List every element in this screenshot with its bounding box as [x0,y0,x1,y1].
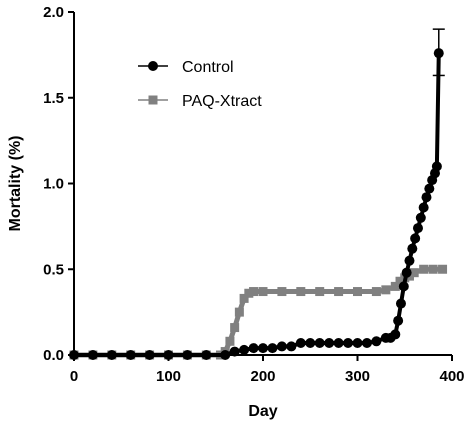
control-point [248,343,259,354]
control-point [421,192,432,203]
paq-xtract-point [239,293,249,303]
legend-control-marker [148,61,158,71]
control-point [415,212,426,223]
paq-xtract-point [277,287,287,297]
x-tick-label: 200 [250,368,275,385]
paq-xtract-point [296,287,306,297]
y-tick-label: 0.0 [43,347,64,364]
paq-xtract-point [395,276,405,286]
x-axis-title: Day [248,403,277,420]
control-point [393,315,404,326]
control-point [239,344,250,355]
control-point [412,223,423,234]
control-point [267,343,278,354]
legend-entry-paq-xtract: PAQ-Xtract [138,93,262,110]
control-point [433,48,444,59]
paq-xtract-point [419,264,429,274]
control-point [395,298,406,309]
legend-paq-xtract-label: PAQ-Xtract [182,93,262,110]
x-ticks: 0 100 200 300 400 [70,355,465,385]
legend-entry-control: Control [138,59,234,76]
x-tick-label: 0 [70,368,78,385]
control-point [401,267,412,278]
paq-xtract-point [258,287,268,297]
control-point [390,329,401,340]
control-point [361,337,372,348]
paq-xtract-point [353,287,362,297]
y-ticks: 0.0 0.5 1.0 1.5 2.0 [43,4,74,364]
control-point [324,337,335,348]
series-paq-xtract [69,264,448,360]
control-point [314,337,325,348]
control-point [276,341,287,352]
x-tick-label: 400 [439,368,464,385]
paq-xtract-point [381,285,391,295]
paq-xtract-point [230,323,240,333]
y-axis-title: Mortality (%) [7,136,24,232]
x-tick-label: 300 [345,368,370,385]
paq-xtract-point [438,264,448,274]
paq-xtract-point [244,288,254,298]
y-tick-label: 1.0 [43,176,64,193]
paq-xtract-point [225,336,235,346]
control-point [424,183,435,194]
control-point [404,255,415,266]
control-point [398,281,409,292]
control-point [258,343,268,354]
paq-xtract-point [371,287,381,297]
control-point [343,337,354,348]
control-point [286,341,297,352]
control-point [407,243,418,254]
paq-xtract-point [249,287,259,297]
control-point [431,161,442,172]
paq-xtract-point [334,287,344,297]
paq-xtract-point [390,281,400,291]
y-tick-label: 0.5 [43,261,64,278]
x-tick-label: 100 [156,368,181,385]
legend: Control PAQ-Xtract [138,59,262,110]
y-tick-label: 2.0 [43,4,64,21]
y-tick-label: 1.5 [43,90,64,107]
control-point [305,337,316,348]
control-point [295,337,306,348]
paq-xtract-point [315,287,325,297]
legend-control-label: Control [182,59,234,76]
control-point [410,233,421,244]
control-point [352,337,363,348]
control-point [333,337,344,348]
paq-xtract-point [428,264,438,274]
control-point [371,336,382,347]
control-point [418,202,429,213]
paq-xtract-point [234,307,244,317]
legend-paq-xtract-marker [148,95,158,105]
paq-xtract-point [409,268,419,278]
